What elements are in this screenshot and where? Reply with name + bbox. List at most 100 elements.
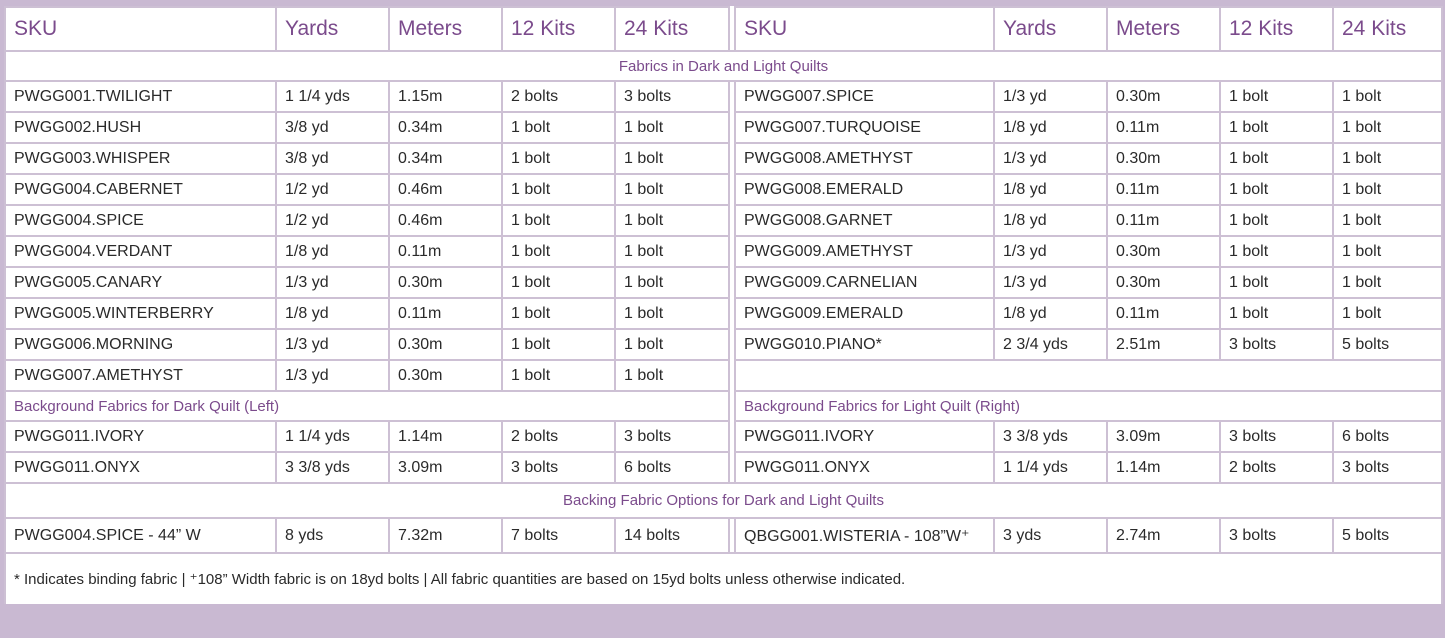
cell-yards: 1/3 yd bbox=[993, 235, 1108, 268]
cell-meters: 0.30m bbox=[388, 266, 503, 299]
cell-yards: 2 3/4 yds bbox=[993, 328, 1108, 361]
cell-meters: 0.30m bbox=[1106, 80, 1221, 113]
cell-meters: 3.09m bbox=[1106, 420, 1221, 453]
cell-12-kits: 1 bolt bbox=[501, 266, 616, 299]
cell-12-kits: 1 bolt bbox=[1219, 266, 1334, 299]
table-row: PWGG006.MORNING 1/3 yd 0.30m 1 bolt 1 bolt PW… bbox=[4, 328, 1443, 361]
cell-yards: 1/3 yd bbox=[993, 80, 1108, 113]
header-24-kits: 24 Kits bbox=[1332, 6, 1443, 52]
cell-meters: 1.15m bbox=[388, 80, 503, 113]
cell-sku: PWGG003.WHISPER bbox=[4, 142, 277, 175]
table-row: PWGG002.HUSH 3/8 yd 0.34m 1 bolt 1 bolt PWGG0… bbox=[4, 111, 1443, 144]
cell-12-kits: 1 bolt bbox=[501, 142, 616, 175]
cell-meters: 1.14m bbox=[1106, 451, 1221, 484]
cell-24-kits: 1 bolt bbox=[614, 266, 730, 299]
cell-sku: PWGG009.EMERALD bbox=[734, 297, 995, 330]
cell-12-kits: 3 bolts bbox=[1219, 328, 1334, 361]
column-divider bbox=[728, 267, 736, 298]
cell-meters: 0.11m bbox=[1106, 173, 1221, 206]
cell-yards: 1/8 yd bbox=[275, 297, 390, 330]
cell-meters: 0.11m bbox=[1106, 297, 1221, 330]
cell-sku: PWGG011.ONYX bbox=[4, 451, 277, 484]
cell-sku: PWGG002.HUSH bbox=[4, 111, 277, 144]
cell-24-kits: 5 bolts bbox=[1332, 328, 1443, 361]
section-title: Fabrics in Dark and Light Quilts bbox=[4, 50, 1443, 82]
cell-24-kits: 1 bolt bbox=[1332, 173, 1443, 206]
header-12-kits: 12 Kits bbox=[1219, 6, 1334, 52]
cell-24-kits: 6 bolts bbox=[614, 451, 730, 484]
cell-12-kits: 1 bolt bbox=[501, 235, 616, 268]
cell-sku: PWGG009.AMETHYST bbox=[734, 235, 995, 268]
cell-24-kits: 3 bolts bbox=[1332, 451, 1443, 484]
table-row: PWGG004.VERDANT 1/8 yd 0.11m 1 bolt 1 bolt PW… bbox=[4, 235, 1443, 268]
cell-12-kits: 1 bolt bbox=[501, 204, 616, 237]
cell-yards: 1/8 yd bbox=[993, 111, 1108, 144]
cell-meters: 0.30m bbox=[1106, 235, 1221, 268]
header-row: SKU Yards Meters 12 Kits 24 Kits SKU Yards Mete… bbox=[4, 6, 1443, 52]
column-divider bbox=[728, 298, 736, 329]
cell-meters: 0.11m bbox=[388, 297, 503, 330]
cell-meters: 7.32m bbox=[388, 517, 503, 554]
cell-sku: PWGG007.AMETHYST bbox=[4, 359, 277, 392]
cell-12-kits: 2 bolts bbox=[501, 420, 616, 453]
cell-12-kits: 3 bolts bbox=[501, 451, 616, 484]
cell-yards: 3/8 yd bbox=[275, 142, 390, 175]
cell-sku: PWGG008.AMETHYST bbox=[734, 142, 995, 175]
column-divider bbox=[728, 7, 736, 51]
cell-yards: 1/3 yd bbox=[275, 266, 390, 299]
cell-12-kits: 3 bolts bbox=[1219, 420, 1334, 453]
cell-meters: 0.30m bbox=[388, 359, 503, 392]
cell-sku: PWGG008.GARNET bbox=[734, 204, 995, 237]
cell-yards: 1/3 yd bbox=[993, 266, 1108, 299]
column-divider bbox=[728, 81, 736, 112]
column-divider bbox=[728, 329, 736, 360]
cell-yards: 3 3/8 yds bbox=[993, 420, 1108, 453]
cell-12-kits: 1 bolt bbox=[501, 173, 616, 206]
cell-yards: 1 1/4 yds bbox=[275, 420, 390, 453]
cell-24-kits: 1 bolt bbox=[614, 204, 730, 237]
cell-sku: PWGG009.CARNELIAN bbox=[734, 266, 995, 299]
cell-yards: 1/8 yd bbox=[993, 173, 1108, 206]
cell-24-kits: 1 bolt bbox=[614, 142, 730, 175]
header-meters: Meters bbox=[388, 6, 503, 52]
cell-sku: PWGG011.IVORY bbox=[734, 420, 995, 453]
header-sku: SKU bbox=[734, 6, 995, 52]
fabric-requirements-table: SKU Yards Meters 12 Kits 24 Kits SKU Yards Mete… bbox=[4, 6, 1443, 604]
table-row: PWGG005.WINTERBERRY 1/8 yd 0.11m 1 bolt 1 bo… bbox=[4, 297, 1443, 330]
column-divider bbox=[728, 421, 736, 452]
cell-yards: 1 1/4 yds bbox=[993, 451, 1108, 484]
cell-24-kits: 3 bolts bbox=[614, 80, 730, 113]
cell-sku: PWGG007.TURQUOISE bbox=[734, 111, 995, 144]
cell-meters: 2.51m bbox=[1106, 328, 1221, 361]
cell-12-kits: 1 bolt bbox=[501, 359, 616, 392]
footnote: * Indicates binding fabric | ⁺108” Width… bbox=[4, 552, 1443, 604]
cell-yards: 1/3 yd bbox=[275, 359, 390, 392]
cell-24-kits: 1 bolt bbox=[614, 111, 730, 144]
cell-sku: PWGG005.WINTERBERRY bbox=[4, 297, 277, 330]
column-divider bbox=[728, 236, 736, 267]
table-row: PWGG007.AMETHYST 1/3 yd 0.30m 1 bolt 1 bolt bbox=[4, 359, 1443, 392]
table-row: PWGG001.TWILIGHT 1 1/4 yds 1.15m 2 bolts 3 b… bbox=[4, 80, 1443, 113]
section-row: Fabrics in Dark and Light Quilts bbox=[4, 50, 1443, 82]
cell-12-kits: 1 bolt bbox=[501, 297, 616, 330]
cell-yards: 1/8 yd bbox=[993, 204, 1108, 237]
section-title-right: Background Fabrics for Light Quilt (Righ… bbox=[734, 390, 1443, 422]
header-meters: Meters bbox=[1106, 6, 1221, 52]
cell-sku: PWGG010.PIANO* bbox=[734, 328, 995, 361]
section-title: Backing Fabric Options for Dark and Ligh… bbox=[4, 482, 1443, 519]
cell-sku: PWGG006.MORNING bbox=[4, 328, 277, 361]
cell-12-kits: 1 bolt bbox=[501, 328, 616, 361]
cell-12-kits: 1 bolt bbox=[1219, 235, 1334, 268]
cell-yards: 1/3 yd bbox=[275, 328, 390, 361]
cell-sku: QBGG001.WISTERIA - 108”W⁺ bbox=[734, 517, 995, 554]
cell-meters: 0.46m bbox=[388, 204, 503, 237]
column-divider bbox=[728, 112, 736, 143]
cell-12-kits: 1 bolt bbox=[1219, 173, 1334, 206]
cell-meters: 0.34m bbox=[388, 111, 503, 144]
cell-meters: 3.09m bbox=[388, 451, 503, 484]
cell-24-kits: 1 bolt bbox=[1332, 266, 1443, 299]
cell-12-kits: 1 bolt bbox=[1219, 111, 1334, 144]
cell-yards: 1/8 yd bbox=[275, 235, 390, 268]
cell-sku: PWGG004.SPICE - 44” W bbox=[4, 517, 277, 554]
cell-yards: 3/8 yd bbox=[275, 111, 390, 144]
